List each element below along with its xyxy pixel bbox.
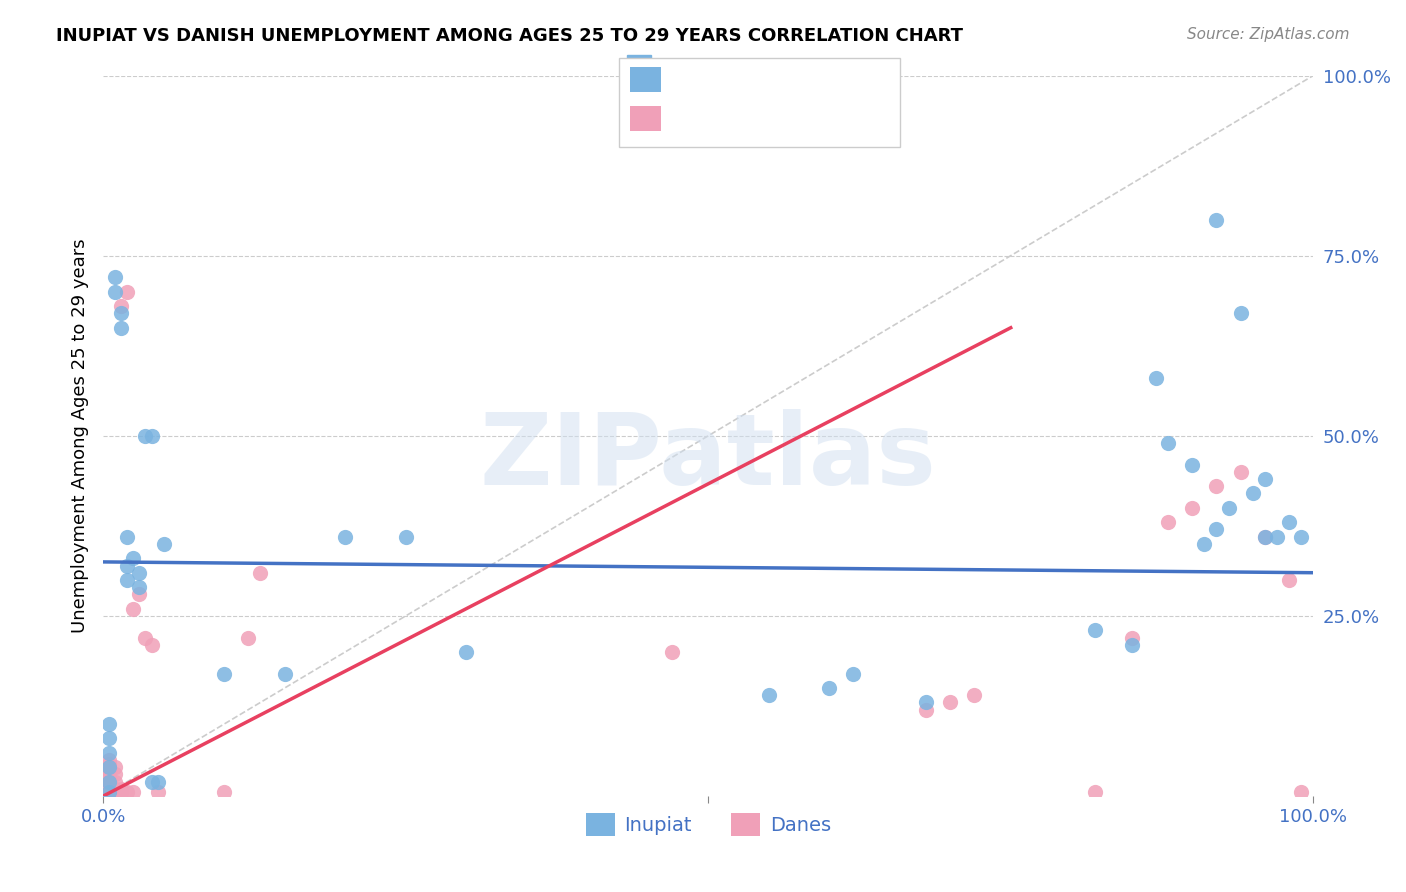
Point	[1194, 537, 1216, 551]
Point	[1157, 516, 1180, 530]
Point	[1121, 631, 1143, 645]
Point	[1144, 371, 1167, 385]
Point	[1084, 624, 1107, 638]
Point	[117, 573, 139, 587]
Point	[273, 666, 295, 681]
Point	[98, 760, 121, 774]
Point	[117, 785, 139, 799]
Point	[238, 631, 260, 645]
Point	[117, 285, 139, 299]
Point	[1181, 500, 1204, 515]
Point	[1254, 530, 1277, 544]
Text: ZIPatlas: ZIPatlas	[479, 409, 936, 506]
Text: 0.396: 0.396	[710, 109, 766, 128]
Point	[1254, 530, 1277, 544]
Point	[110, 781, 132, 796]
Point	[146, 785, 169, 799]
Point	[141, 638, 163, 652]
Point	[122, 785, 145, 799]
Point	[963, 688, 986, 702]
Text: R =: R =	[672, 70, 714, 90]
Point	[141, 774, 163, 789]
Point	[146, 774, 169, 789]
Point	[98, 771, 121, 785]
Point	[134, 429, 156, 443]
Point	[98, 781, 121, 796]
Point	[1157, 436, 1180, 450]
Text: -0.014: -0.014	[710, 70, 773, 90]
Point	[98, 767, 121, 781]
Text: R =: R =	[672, 109, 721, 128]
Point	[1181, 458, 1204, 472]
Point	[110, 306, 132, 320]
Point	[104, 270, 127, 285]
Text: N = 46: N = 46	[780, 70, 849, 90]
Point	[1084, 785, 1107, 799]
Point	[98, 778, 121, 792]
Point	[152, 537, 174, 551]
Point	[122, 551, 145, 566]
Point	[110, 320, 132, 334]
Point	[212, 785, 235, 799]
Point	[939, 695, 962, 709]
Point	[128, 580, 150, 594]
Point	[110, 299, 132, 313]
Point	[104, 781, 127, 796]
Point	[110, 785, 132, 799]
Point	[1121, 638, 1143, 652]
Point	[1205, 479, 1227, 493]
Point	[128, 587, 150, 601]
Point	[104, 285, 127, 299]
Point	[915, 703, 938, 717]
Text: N = 42: N = 42	[780, 109, 849, 128]
Point	[1265, 530, 1288, 544]
Point	[117, 558, 139, 573]
Point	[758, 688, 780, 702]
Point	[1218, 500, 1240, 515]
Point	[98, 731, 121, 746]
Point	[98, 746, 121, 760]
Point	[1229, 465, 1251, 479]
Point	[818, 681, 841, 695]
Point	[395, 530, 418, 544]
Point	[98, 753, 121, 767]
Point	[128, 566, 150, 580]
Point	[117, 530, 139, 544]
Text: INUPIAT VS DANISH UNEMPLOYMENT AMONG AGES 25 TO 29 YEARS CORRELATION CHART: INUPIAT VS DANISH UNEMPLOYMENT AMONG AGE…	[56, 27, 963, 45]
Point	[98, 774, 121, 789]
Y-axis label: Unemployment Among Ages 25 to 29 years: Unemployment Among Ages 25 to 29 years	[72, 238, 89, 633]
Point	[104, 767, 127, 781]
Point	[915, 695, 938, 709]
Point	[1289, 785, 1312, 799]
Point	[456, 645, 478, 659]
Point	[1254, 472, 1277, 486]
Point	[661, 645, 683, 659]
Legend: Inupiat, Danes: Inupiat, Danes	[578, 805, 838, 844]
Text: Source: ZipAtlas.com: Source: ZipAtlas.com	[1187, 27, 1350, 42]
Point	[98, 756, 121, 771]
Point	[98, 764, 121, 778]
Point	[842, 666, 865, 681]
Point	[122, 601, 145, 615]
Point	[333, 530, 356, 544]
Point	[134, 631, 156, 645]
Point	[98, 717, 121, 731]
Point	[1229, 306, 1251, 320]
Point	[212, 666, 235, 681]
Point	[104, 760, 127, 774]
Point	[98, 760, 121, 774]
Point	[141, 429, 163, 443]
Point	[1241, 486, 1264, 500]
Point	[249, 566, 271, 580]
Point	[1205, 523, 1227, 537]
Point	[1278, 516, 1301, 530]
Point	[98, 785, 121, 799]
Point	[1205, 212, 1227, 227]
Point	[1278, 573, 1301, 587]
Point	[1289, 530, 1312, 544]
Point	[98, 785, 121, 799]
Point	[104, 774, 127, 789]
Point	[98, 774, 121, 789]
Point	[104, 785, 127, 799]
